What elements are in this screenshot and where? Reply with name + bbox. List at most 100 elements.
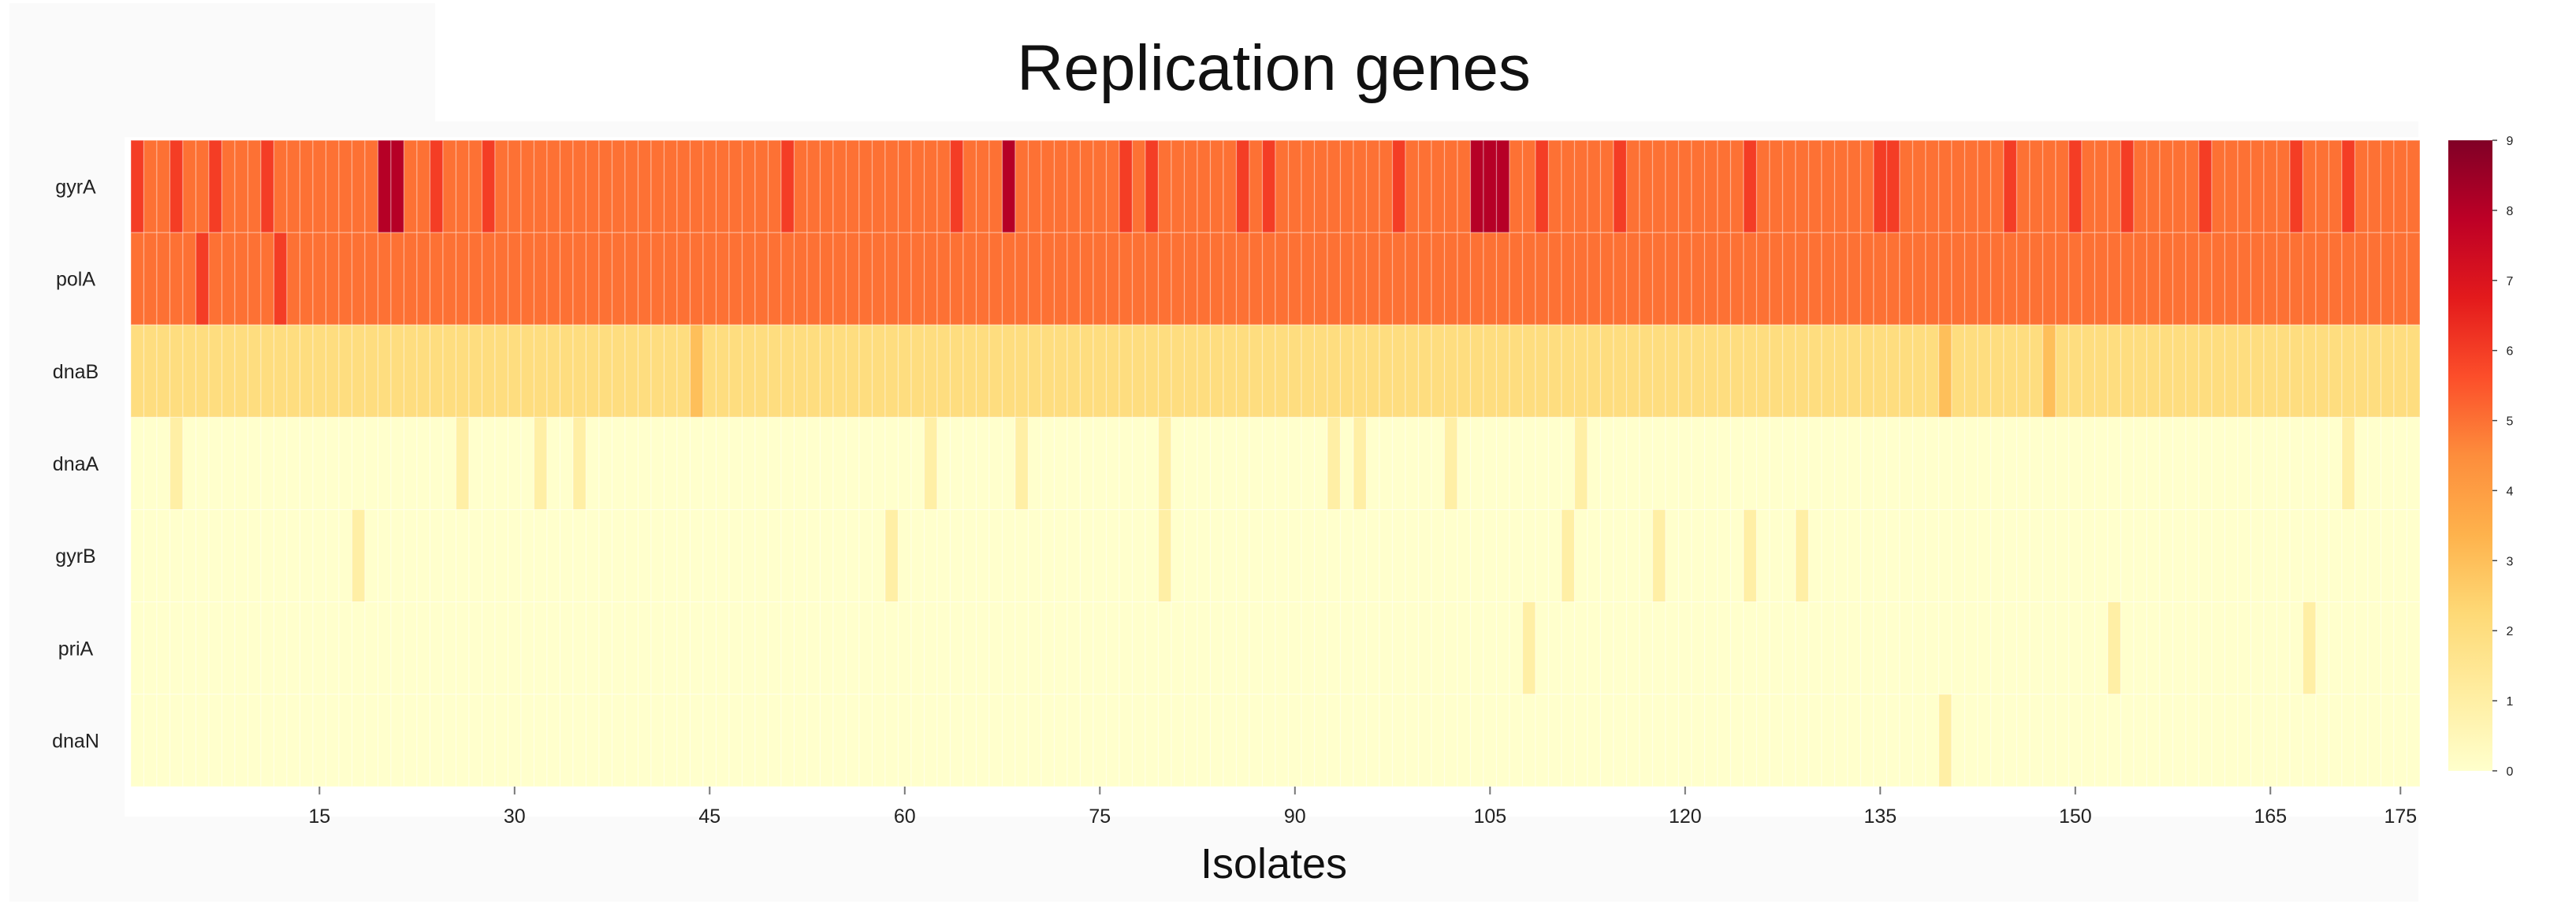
heatmap-cell (1899, 694, 1914, 787)
heatmap-cell (1625, 232, 1640, 326)
heatmap-cell (1197, 324, 1212, 419)
heatmap-cell (2237, 601, 2252, 695)
heatmap-cell (637, 416, 652, 511)
heatmap-cell (1755, 694, 1770, 787)
heatmap-cell (481, 232, 496, 326)
heatmap-cell (1899, 324, 1914, 419)
heatmap-cell (351, 416, 366, 511)
heatmap-cell (364, 508, 379, 603)
heatmap-cell (2302, 694, 2317, 787)
heatmap-cell (663, 416, 678, 511)
heatmap-cell (1847, 508, 1862, 603)
heatmap-cell (1769, 416, 1784, 511)
heatmap-cell (2055, 416, 2070, 511)
x-axis-ticks: 15 30 45 60 75 90 105 120 135 150 165 175 (308, 787, 2417, 828)
heatmap-cell (169, 416, 184, 511)
heatmap-cell (650, 416, 665, 511)
heatmap-cell (910, 324, 925, 419)
heatmap-cell (1405, 324, 1420, 419)
heatmap-cell (2302, 140, 2317, 233)
heatmap-cell (806, 601, 821, 695)
heatmap-cell (767, 416, 782, 511)
heatmap-cell (2211, 140, 2226, 233)
heatmap-cell (1925, 601, 1940, 695)
heatmap-cell (1171, 324, 1186, 419)
heatmap-cell (247, 140, 262, 233)
heatmap-cell (312, 324, 327, 419)
heatmap-cell (169, 601, 184, 695)
heatmap-cell (546, 232, 561, 326)
heatmap-cell (325, 140, 340, 233)
heatmap-cell (1365, 416, 1380, 511)
heatmap-cell (1457, 416, 1472, 511)
heatmap-cell (1457, 601, 1472, 695)
heatmap-cell (975, 140, 990, 233)
heatmap-cell (1873, 601, 1888, 695)
heatmap-cell (1223, 694, 1238, 787)
heatmap-cell (2068, 416, 2083, 511)
heatmap-cell (2250, 694, 2265, 787)
heatmap-cell (962, 140, 977, 233)
heatmap-cell (2198, 601, 2213, 695)
heatmap-cell (689, 140, 704, 233)
heatmap-cell (611, 416, 626, 511)
heatmap-cell (676, 140, 691, 233)
heatmap-cell (533, 508, 548, 603)
heatmap-cell (1509, 601, 1524, 695)
heatmap-cell (689, 694, 704, 787)
heatmap-cell (468, 324, 483, 419)
heatmap-cell (1651, 601, 1666, 695)
heatmap-cell (299, 508, 314, 603)
heatmap-cell (1613, 416, 1628, 511)
heatmap-cell (494, 601, 509, 695)
heatmap-cell (585, 694, 600, 787)
colorbar-tick-label: 1 (2507, 695, 2514, 709)
heatmap-cell (741, 140, 756, 233)
heatmap-cell (1573, 232, 1588, 326)
heatmap-cell (1040, 416, 1055, 511)
heatmap-cell (1990, 324, 2005, 419)
heatmap-cell (507, 232, 522, 326)
heatmap-cell (247, 324, 262, 419)
heatmap-cell (2094, 601, 2109, 695)
heatmap-cell (1821, 508, 1836, 603)
heatmap-cell (2263, 601, 2278, 695)
heatmap-cell (156, 416, 171, 511)
heatmap-cell (1587, 508, 1602, 603)
heatmap-cell (1587, 140, 1602, 233)
heatmap-cell (1014, 232, 1029, 326)
heatmap-cell (2185, 694, 2200, 787)
heatmap-cell (2289, 416, 2304, 511)
heatmap-cell (1157, 140, 1172, 233)
heatmap-cell (1457, 508, 1472, 603)
heatmap-cell (1339, 232, 1354, 326)
heatmap-cell (312, 508, 327, 603)
heatmap-cell (871, 508, 886, 603)
heatmap-cell (1040, 601, 1055, 695)
heatmap-cell (2341, 416, 2356, 511)
heatmap-cell (1119, 416, 1134, 511)
heatmap-cell (429, 416, 444, 511)
heatmap-cell (1327, 601, 1342, 695)
heatmap-cell (702, 601, 717, 695)
heatmap-cell (1912, 508, 1926, 603)
title-background (435, 3, 2428, 121)
heatmap-cell (702, 416, 717, 511)
heatmap-cell (767, 324, 782, 419)
heatmap-cell (2120, 601, 2135, 695)
heatmap-cell (845, 232, 860, 326)
heatmap-cell (208, 694, 223, 787)
heatmap-cell (1938, 694, 1952, 787)
heatmap-cell (2068, 694, 2083, 787)
heatmap-cell (1561, 601, 1576, 695)
heatmap-cell (1275, 694, 1290, 787)
heatmap-cell (2081, 416, 2096, 511)
heatmap-cell (1171, 601, 1186, 695)
heatmap-cell (1625, 140, 1640, 233)
heatmap-cell (2380, 324, 2395, 419)
heatmap-cell (949, 232, 964, 326)
heatmap-cell (611, 232, 626, 326)
heatmap-cell (1301, 324, 1316, 419)
heatmap-cell (2146, 694, 2161, 787)
heatmap-cell (143, 694, 158, 787)
